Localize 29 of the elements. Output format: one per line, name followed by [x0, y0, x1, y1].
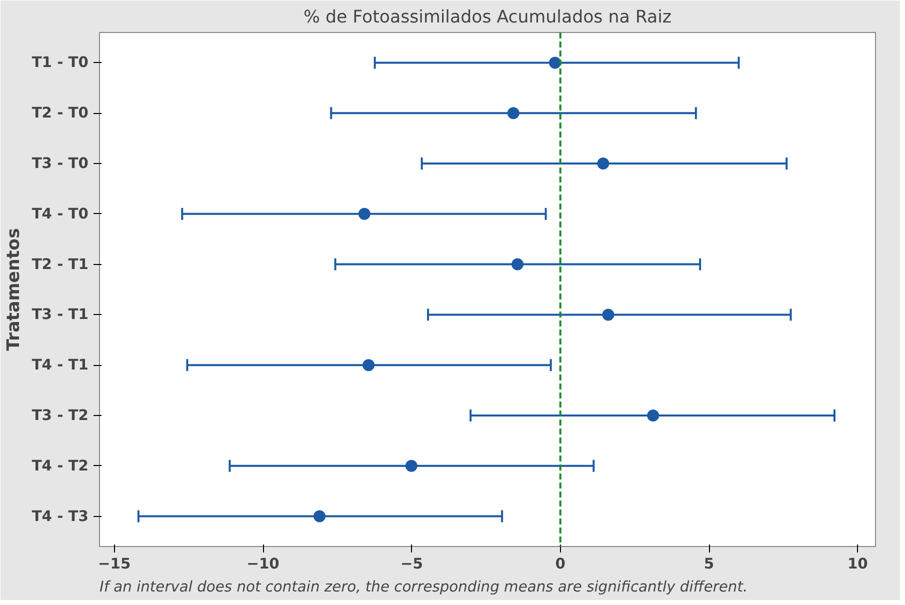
point: [647, 409, 660, 422]
y-tick-label: T4 - T1: [32, 356, 89, 374]
x-tick-label: 5: [704, 556, 714, 572]
point: [512, 258, 524, 270]
y-tick-label: T2 - T1: [32, 256, 89, 273]
x-tick-label: −15: [98, 556, 131, 572]
x-tick-label: 0: [555, 556, 566, 572]
y-tick-label: T3 - T0: [32, 155, 89, 172]
y-tick-label: T4 - T0: [32, 205, 89, 222]
text: If an interval does not contain zero, the corresponding means are significantly different.: [100, 578, 748, 596]
y-tick-label: T4 - T2: [32, 457, 89, 474]
x-tick-label: 10: [847, 556, 868, 572]
y-tick-label: T1 - T0: [32, 54, 89, 72]
y-tick-label: T2 - T0: [32, 104, 89, 122]
point: [548, 56, 561, 69]
point: [358, 208, 370, 220]
point: [597, 158, 610, 170]
y-tick-label: T3 - T1: [32, 306, 89, 324]
y-axis-title: Tratamentos: [4, 228, 24, 351]
x-tick-label: −10: [246, 556, 280, 572]
point: [362, 359, 375, 372]
chart-title: % de Fotoassimilados Acumulados na Raiz: [303, 8, 672, 28]
point: [314, 510, 326, 522]
point: [507, 107, 520, 120]
point: [405, 460, 418, 472]
x-tick-label: −5: [400, 556, 423, 572]
point: [602, 308, 614, 321]
y-tick-label: T4 - T3: [32, 508, 89, 525]
y-tick-label: T3 - T2: [32, 406, 89, 424]
